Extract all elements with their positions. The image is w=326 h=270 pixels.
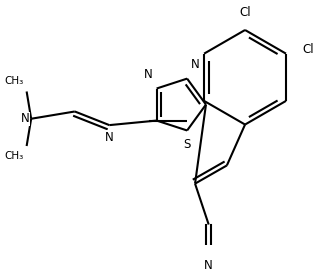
Text: N: N [204, 259, 213, 270]
Text: Cl: Cl [239, 6, 251, 19]
Text: N: N [21, 112, 29, 125]
Text: Cl: Cl [302, 43, 314, 56]
Text: N: N [191, 58, 200, 71]
Text: N: N [105, 131, 114, 144]
Text: N: N [144, 68, 153, 81]
Text: CH₃: CH₃ [5, 76, 24, 86]
Text: CH₃: CH₃ [5, 151, 24, 161]
Text: S: S [184, 138, 191, 151]
